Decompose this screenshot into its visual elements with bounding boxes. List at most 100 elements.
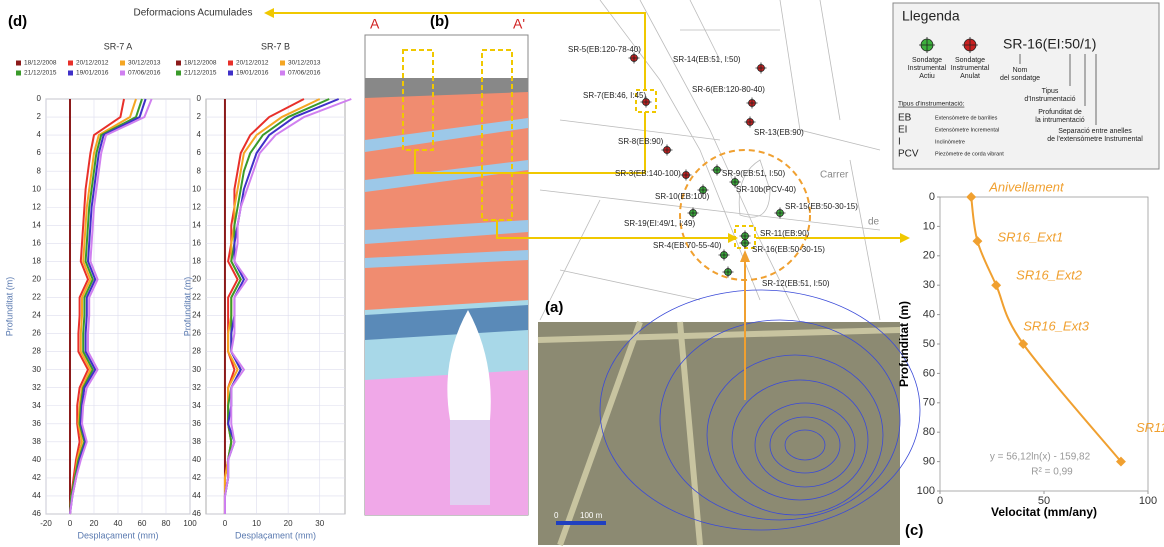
legend-swatch — [120, 60, 125, 66]
x-tick-label: 0 — [937, 495, 943, 507]
y-axis-label: Profunditat (m) — [182, 277, 192, 337]
legend-text: Anulat — [960, 73, 980, 80]
y-tick-label: 10 — [32, 184, 41, 193]
legend-text: Profunditat de — [1038, 109, 1082, 116]
series-line — [69, 98, 137, 515]
point-label: Anivellament — [988, 179, 1065, 194]
borehole-label: SR-14(EB:51, I:50) — [673, 55, 741, 64]
borehole-cross — [711, 164, 723, 176]
y-tick-label: 24 — [192, 311, 201, 320]
y-axis-label: Profunditat (m) — [4, 277, 14, 337]
legend-text: Actiu — [919, 73, 935, 80]
x-axis-label: Desplaçament (mm) — [77, 530, 158, 540]
y-tick-label: 18 — [32, 257, 41, 266]
y-tick-label: 6 — [197, 148, 202, 157]
series-line — [223, 98, 352, 514]
y-tick-label: 44 — [192, 491, 201, 500]
y-tick-label: 28 — [192, 347, 201, 356]
panel-label: (a) — [545, 299, 563, 316]
point — [966, 192, 977, 202]
legend-swatch — [176, 70, 181, 76]
series-line — [223, 98, 330, 514]
legend-text: de l'extensòmetre Instrumental — [1047, 136, 1143, 143]
map-background — [530, 0, 890, 323]
annotation: y = 56,12ln(x) - 159,82 — [990, 452, 1091, 463]
panel-label: (c) — [905, 522, 923, 539]
x-tick-label: 20 — [90, 519, 99, 528]
figure-title: Deformacions Acumulades — [134, 8, 253, 19]
type-code: PCV — [898, 149, 919, 160]
y-tick-label: 14 — [32, 220, 41, 229]
y-tick-label: 4 — [37, 130, 42, 139]
y-tick-label: 40 — [32, 455, 41, 464]
x-tick-label: 60 — [138, 519, 147, 528]
y-axis-label: Profunditat (m) — [897, 301, 911, 387]
legend-swatch — [16, 60, 21, 66]
legend-swatch — [176, 60, 181, 66]
y-tick-label: 36 — [192, 419, 201, 428]
y-tick-label: 30 — [192, 365, 201, 374]
borehole-label: SR-12(EB:51, I:50) — [762, 279, 830, 288]
legend-label: 19/01/2016 — [236, 70, 269, 77]
y-tick-label: 10 — [923, 220, 935, 232]
legend-text: Instrumental — [951, 65, 990, 72]
legend-label: 30/12/2013 — [128, 60, 161, 67]
y-tick-label: 0 — [197, 94, 202, 103]
borehole-cross — [680, 169, 692, 181]
legend-swatch — [228, 60, 233, 66]
y-tick-label: 42 — [192, 473, 201, 482]
y-tick-label: 0 — [37, 94, 42, 103]
y-tick-label: 22 — [32, 293, 41, 302]
legend-label: 20/12/2012 — [76, 60, 109, 67]
y-tick-label: 32 — [32, 383, 41, 392]
x-tick-label: 100 — [1139, 495, 1157, 507]
x-tick-label: 100 — [183, 519, 197, 528]
type-desc: Inclinòmetre — [935, 139, 965, 145]
panel-label: (b) — [430, 13, 449, 30]
legend-text: Tipus — [1042, 88, 1059, 95]
borehole-label: SR-10b(PCV-40) — [736, 185, 796, 194]
y-tick-label: 18 — [192, 257, 201, 266]
y-tick-label: 28 — [32, 347, 41, 356]
y-tick-label: 34 — [32, 401, 41, 410]
y-tick-label: 2 — [197, 112, 202, 121]
borehole-cross — [628, 52, 640, 64]
x-tick-label: 20 — [284, 519, 293, 528]
borehole-cross — [661, 144, 673, 156]
y-tick-label: 0 — [929, 191, 935, 203]
point — [991, 280, 1002, 291]
x-tick-label: -20 — [40, 519, 52, 528]
legend-label: 18/12/2008 — [24, 60, 57, 67]
chart-title: SR-7 B — [261, 41, 290, 51]
borehole-label: SR-19(EI:49/1, I:49) — [624, 219, 695, 228]
y-tick-label: 34 — [192, 401, 201, 410]
borehole-label: SR-13(EB:90) — [754, 128, 804, 137]
series-line — [69, 98, 153, 515]
y-tick-label: 26 — [32, 329, 41, 338]
legend-label: 30/12/2013 — [288, 60, 321, 67]
y-tick-label: 30 — [32, 365, 41, 374]
legend-swatch — [16, 70, 21, 76]
borehole-label: SR-9(EB:51, I:50) — [722, 169, 785, 178]
section-label: A' — [513, 16, 525, 32]
borehole-label: SR-11(EB:90) — [760, 229, 810, 238]
chart-title: SR-7 A — [104, 41, 133, 51]
borehole-cross — [919, 37, 935, 53]
legend-example: SR-16(EI:50/1) — [1003, 36, 1096, 52]
point-label: SR16_Ext1 — [997, 230, 1063, 245]
y-tick-label: 6 — [37, 148, 42, 157]
borehole-label: SR-3(EB:140-100) — [615, 169, 681, 178]
x-tick-label: 10 — [252, 519, 261, 528]
legend-label: 21/12/2015 — [184, 70, 217, 77]
borehole-cross — [744, 116, 756, 128]
legend-text: Sondatge — [912, 57, 942, 64]
street-label: Carrer — [820, 170, 849, 181]
type-code: EI — [898, 125, 907, 136]
borehole-cross — [640, 96, 652, 108]
y-tick-label: 50 — [923, 338, 935, 350]
y-tick-label: 8 — [197, 166, 202, 175]
x-tick-label: 30 — [315, 519, 324, 528]
borehole-label: SR-7(EB:46, I:45) — [583, 91, 646, 100]
legend-swatch — [280, 60, 285, 66]
